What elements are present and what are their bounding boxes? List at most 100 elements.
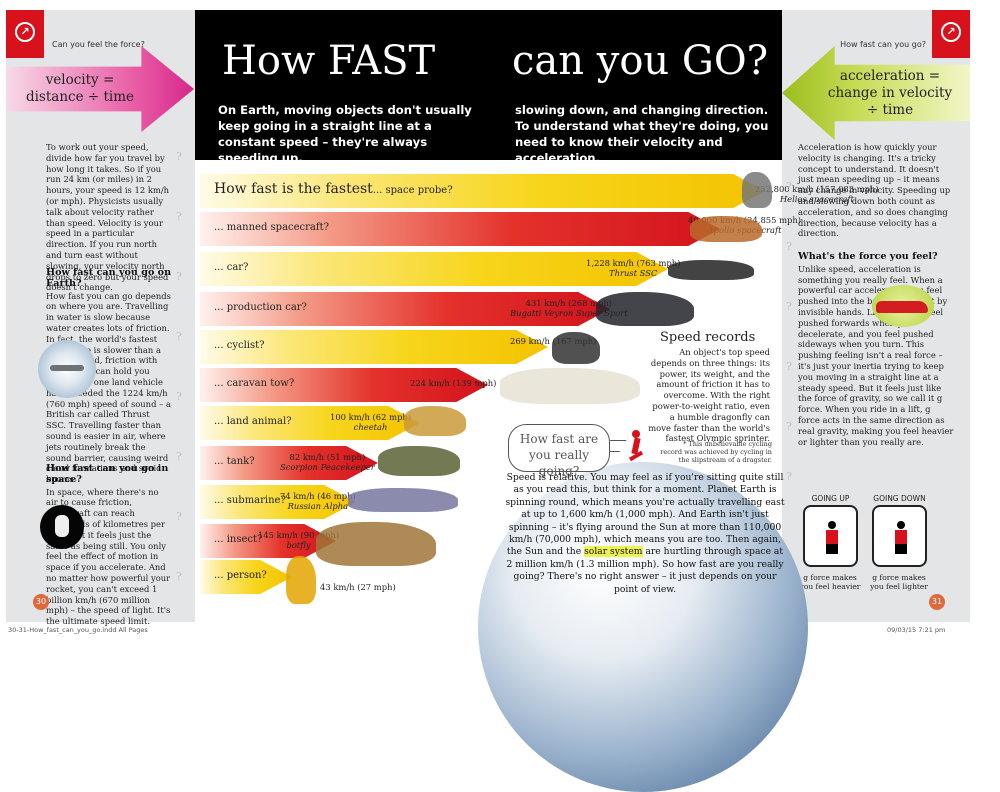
record-holder-name: Helios spacecraft xyxy=(779,194,854,204)
speed-arrow-bar xyxy=(200,406,420,440)
vehicle-image xyxy=(690,216,762,242)
speed-arrow-bar xyxy=(200,368,488,402)
bubble-line2: you really going? xyxy=(529,448,589,478)
speed-category-label: ... land animal? xyxy=(214,416,292,427)
question-mark-decoration: ? xyxy=(786,180,792,193)
footer-file-name: 30-31-How_fast_can_you_go.indd All Pages xyxy=(8,626,148,634)
question-mark-decoration: ? xyxy=(176,330,182,343)
question-mark-decoration: ? xyxy=(786,300,792,313)
speed-value: 145 km/h (90 mph) botfly xyxy=(258,530,340,550)
record-holder-name: Bugatti Veyron Super Sport xyxy=(510,308,628,318)
vehicle-image xyxy=(378,446,460,476)
speed-category-label: ... car? xyxy=(214,262,249,273)
speed-value: 100 km/h (62 mph) cheetah xyxy=(330,412,412,432)
record-holder-name: botfly xyxy=(286,540,311,550)
question-mark-decoration: ? xyxy=(176,450,182,463)
speed-value: 252,800 km/h (157,083 mph) Helios spacecr… xyxy=(755,184,879,204)
records-footnote: * This unbelievable cycling record was a… xyxy=(660,440,772,464)
space-heading: How fast can you go in space? xyxy=(46,463,169,485)
going-down-note: g force makes you feel lighter xyxy=(870,573,928,591)
acceleration-formula-line3: ÷ time xyxy=(866,101,914,118)
page-number-right: 31 xyxy=(929,594,945,610)
force-text: Unlike speed, acceleration is something … xyxy=(798,263,954,447)
intro-right: slowing down, and changing direction. To… xyxy=(515,103,769,165)
speed-category-label: How fast is the fastest... space probe? xyxy=(214,181,453,197)
acceleration-formula-line1: acceleration = xyxy=(839,67,941,84)
vehicle-image xyxy=(552,332,600,364)
intro-left: On Earth, moving objects don't usually k… xyxy=(218,103,472,165)
acceleration-intro-block: Acceleration is how quickly your velocit… xyxy=(798,142,954,241)
speed-category-label: ... production car? xyxy=(214,302,307,313)
speed-value: 1,228 km/h (763 mph) Thrust SSC xyxy=(586,258,681,278)
question-mark-decoration: ? xyxy=(176,150,182,163)
corner-tag-left: Can you feel the force? xyxy=(52,40,145,49)
speed-category-label: ... caravan tow? xyxy=(214,378,295,389)
record-holder-name: cheetah xyxy=(353,422,388,432)
speech-bubble: How fast are you really going? xyxy=(508,424,610,478)
solar-system-highlight: solar system xyxy=(584,546,643,558)
lift-going-down-icon xyxy=(872,505,927,567)
vehicle-image xyxy=(286,556,316,604)
record-holder-name: Russian Alpha xyxy=(287,501,349,511)
earth-text: How fast you can go depends on where you… xyxy=(46,290,171,485)
corner-tag-right: How fast can you go? xyxy=(840,40,926,49)
arrow-circle-icon: ↗ xyxy=(941,22,961,42)
question-mark-decoration: ? xyxy=(176,510,182,523)
vehicle-image xyxy=(742,172,772,208)
velocity-formula-line1: velocity = xyxy=(45,72,115,88)
acceleration-formula-line2: change in velocity xyxy=(827,84,953,101)
relative-text-part1: Speed is relative. You may feel as if yo… xyxy=(505,472,785,558)
velocity-formula-line2: distance ÷ time xyxy=(25,89,135,105)
relative-speed-text: Speed is relative. You may feel as if yo… xyxy=(505,472,785,596)
speed-arrow-bar xyxy=(200,330,548,364)
force-section: What's the force you feel? Unlike speed,… xyxy=(798,248,954,449)
speed-category-label: ... person? xyxy=(214,570,267,581)
speed-category-label: ... submarine? xyxy=(214,495,286,506)
speed-arrow-bar xyxy=(200,252,668,286)
speed-arrow-bar xyxy=(200,485,356,519)
red-car-image xyxy=(872,285,934,327)
record-holder-name: Thrust SSC xyxy=(608,268,658,278)
page-number-left: 30 xyxy=(33,594,49,610)
vehicle-image xyxy=(316,522,436,566)
speed-arrow-bar xyxy=(200,446,378,480)
speed-category-label: ... tank? xyxy=(214,456,255,467)
space-text: In space, where there's no air to cause … xyxy=(46,486,171,627)
speed-value: 224 km/h (139 mph) xyxy=(410,378,497,388)
question-mark-decoration: ? xyxy=(786,470,792,483)
force-heading: What's the force you feel? xyxy=(798,251,938,262)
person-figure-icon xyxy=(895,521,907,555)
person-figure-icon xyxy=(826,521,838,555)
records-heading: Speed records xyxy=(660,330,756,345)
going-up-label: GOING UP xyxy=(811,494,850,503)
speed-value: 74 km/h (46 mph) Russian Alpha xyxy=(280,491,356,511)
question-mark-decoration: ? xyxy=(786,360,792,373)
left-column-text: To work out your speed, divide how far y… xyxy=(46,142,172,295)
going-down-label: GOING DOWN xyxy=(873,494,926,503)
fastest-question-label: How fast is the fastest xyxy=(214,181,373,197)
velocity-intro: To work out your speed, divide how far y… xyxy=(46,142,170,293)
section-corner-tab: ↗ xyxy=(932,10,970,58)
speed-category-label: ... insect? xyxy=(214,534,263,545)
speed-category-label: ... manned spacecraft? xyxy=(214,222,329,233)
astronaut-image xyxy=(40,505,84,549)
vehicle-image xyxy=(668,260,754,280)
relative-text-part2: are hurtling through space at 2 million … xyxy=(506,546,784,595)
section-corner-tab: ↗ xyxy=(6,10,44,58)
page-title-right: can you GO? xyxy=(512,38,769,84)
title-banner xyxy=(195,10,782,160)
vehicle-image xyxy=(500,368,640,404)
speed-value: 82 km/h (51 mph) Scorpion Peacekeeper xyxy=(280,452,375,472)
speed-arrow-bar xyxy=(200,292,610,326)
space-section: How fast can you go in space? In space, … xyxy=(46,460,172,629)
question-mark-decoration: ? xyxy=(176,570,182,583)
lift-going-up-icon xyxy=(803,505,858,567)
question-mark-decoration: ? xyxy=(176,270,182,283)
speed-value: 43 km/h (27 mph) xyxy=(320,582,396,592)
vehicle-image xyxy=(596,292,694,326)
records-text: An object's top speed depends on three t… xyxy=(648,347,770,444)
speed-arrow-bar xyxy=(200,212,720,246)
running-figure-icon xyxy=(626,430,646,466)
earth-section: How fast can you go on Earth? How fast y… xyxy=(46,264,172,487)
record-holder-name: Scorpion Peacekeeper xyxy=(280,462,375,472)
